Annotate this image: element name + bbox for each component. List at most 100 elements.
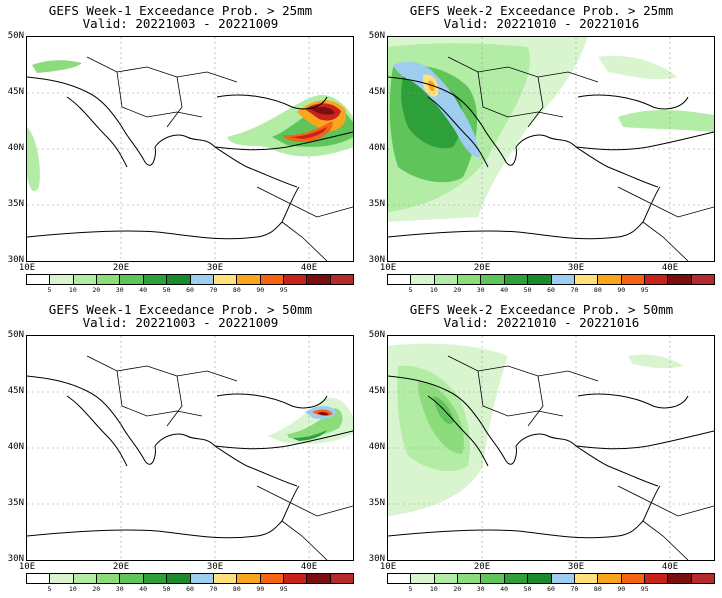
coastlines <box>27 375 353 539</box>
lat-label: 40N <box>368 143 385 153</box>
colorbar-swatch <box>97 275 121 284</box>
colorbar-label: 5 <box>47 585 52 593</box>
colorbar-swatch <box>528 574 552 583</box>
colorbar-label: 30 <box>115 585 124 593</box>
lat-label: 50N <box>7 31 24 41</box>
colorbar-label: 50 <box>523 286 532 294</box>
lat-label: 50N <box>368 330 385 340</box>
colorbar-swatch <box>213 275 238 284</box>
colorbar-label: 30 <box>476 585 485 593</box>
lat-label: 30N <box>7 255 24 265</box>
colorbar-swatch <box>237 275 261 284</box>
colorbar-swatch <box>330 574 354 583</box>
lon-label: 30E <box>206 562 224 572</box>
lon-label: 20E <box>112 562 130 572</box>
colorbar-swatch <box>260 574 284 583</box>
colorbar <box>26 573 354 584</box>
panel-title: GEFS Week-2 Exceedance Prob. > 25mm <box>409 3 674 18</box>
lat-label: 30N <box>368 255 385 265</box>
colorbar <box>26 274 354 285</box>
lat-label: 50N <box>7 330 24 340</box>
colorbar-swatch <box>283 275 308 284</box>
colorbar-label: 90 <box>256 585 265 593</box>
lon-label: 40E <box>661 562 679 572</box>
lon-label: 20E <box>473 263 491 273</box>
colorbar-swatch <box>504 275 529 284</box>
colorbar <box>387 274 715 285</box>
colorbar-swatch <box>434 275 459 284</box>
lon-label: 40E <box>300 562 318 572</box>
colorbar-swatch <box>73 275 98 284</box>
colorbar-label: 70 <box>570 585 579 593</box>
colorbar-label: 60 <box>547 286 555 294</box>
lon-label: 30E <box>567 263 585 273</box>
map-graphics <box>388 37 714 261</box>
borders <box>447 56 714 261</box>
precip-shading <box>27 60 353 192</box>
colorbar-label: 5 <box>408 286 413 294</box>
colorbar-swatch <box>574 275 599 284</box>
coastlines <box>27 76 353 240</box>
colorbar-label: 50 <box>523 585 532 593</box>
lon-label: 10E <box>18 263 36 273</box>
colorbar-label: 70 <box>209 286 218 294</box>
lat-label: 35N <box>368 498 385 508</box>
colorbar-label: 80 <box>232 585 241 593</box>
probability-map <box>26 335 354 561</box>
colorbar-swatch <box>27 574 51 583</box>
colorbar-swatch <box>283 574 308 583</box>
colorbar-label: 20 <box>453 585 462 593</box>
grid-lines <box>27 336 353 560</box>
map-graphics <box>388 336 714 560</box>
lat-label: 35N <box>368 199 385 209</box>
lat-label: 35N <box>7 498 24 508</box>
colorbar-swatch <box>551 275 575 284</box>
colorbar-label: 40 <box>139 286 148 294</box>
map-graphics <box>27 336 353 560</box>
colorbar-label: 10 <box>68 286 77 294</box>
colorbar-label: 60 <box>547 585 555 593</box>
colorbar-label: 20 <box>92 286 101 294</box>
colorbar <box>387 573 715 584</box>
colorbar-label: 95 <box>640 585 649 593</box>
panel-week1-25mm: GEFS Week-1 Exceedance Prob. > 25mm Vali… <box>0 0 361 299</box>
lat-label: 30N <box>368 554 385 564</box>
colorbar-label: 10 <box>429 585 438 593</box>
colorbar-swatch <box>260 275 284 284</box>
colorbar-swatch <box>528 275 552 284</box>
colorbar-swatch <box>143 275 168 284</box>
lat-label: 45N <box>368 386 385 396</box>
probability-map <box>387 36 715 262</box>
colorbar-label: 50 <box>162 585 171 593</box>
colorbar-label: 95 <box>640 286 649 294</box>
colorbar-label: 50 <box>162 286 171 294</box>
colorbar-label: 90 <box>617 286 626 294</box>
panel-week2-50mm: GEFS Week-2 Exceedance Prob. > 50mm Vali… <box>361 299 722 598</box>
colorbar-swatch <box>691 574 715 583</box>
colorbar-swatch <box>97 574 121 583</box>
panel-title: GEFS Week-1 Exceedance Prob. > 50mm <box>48 302 313 317</box>
lat-label: 40N <box>7 143 24 153</box>
colorbar-label: 80 <box>593 286 602 294</box>
borders <box>86 56 353 261</box>
lon-label: 20E <box>112 263 130 273</box>
colorbar-swatch <box>143 574 168 583</box>
colorbar-label: 90 <box>256 286 265 294</box>
lon-label: 30E <box>206 263 224 273</box>
colorbar-label: 60 <box>186 286 194 294</box>
colorbar-swatch <box>120 574 144 583</box>
coastlines <box>388 76 714 240</box>
colorbar-label: 95 <box>279 286 288 294</box>
precip-shading <box>267 397 353 444</box>
colorbar-swatch <box>330 275 354 284</box>
borders <box>447 355 714 560</box>
lon-label: 20E <box>473 562 491 572</box>
colorbar-swatch <box>190 574 214 583</box>
lat-label: 40N <box>7 442 24 452</box>
lat-label: 35N <box>7 199 24 209</box>
colorbar-label: 20 <box>453 286 462 294</box>
colorbar-swatch <box>598 574 622 583</box>
colorbar-swatch <box>167 275 191 284</box>
panel-valid-dates: Valid: 20221003 - 20221009 <box>82 16 279 31</box>
lon-label: 10E <box>18 562 36 572</box>
